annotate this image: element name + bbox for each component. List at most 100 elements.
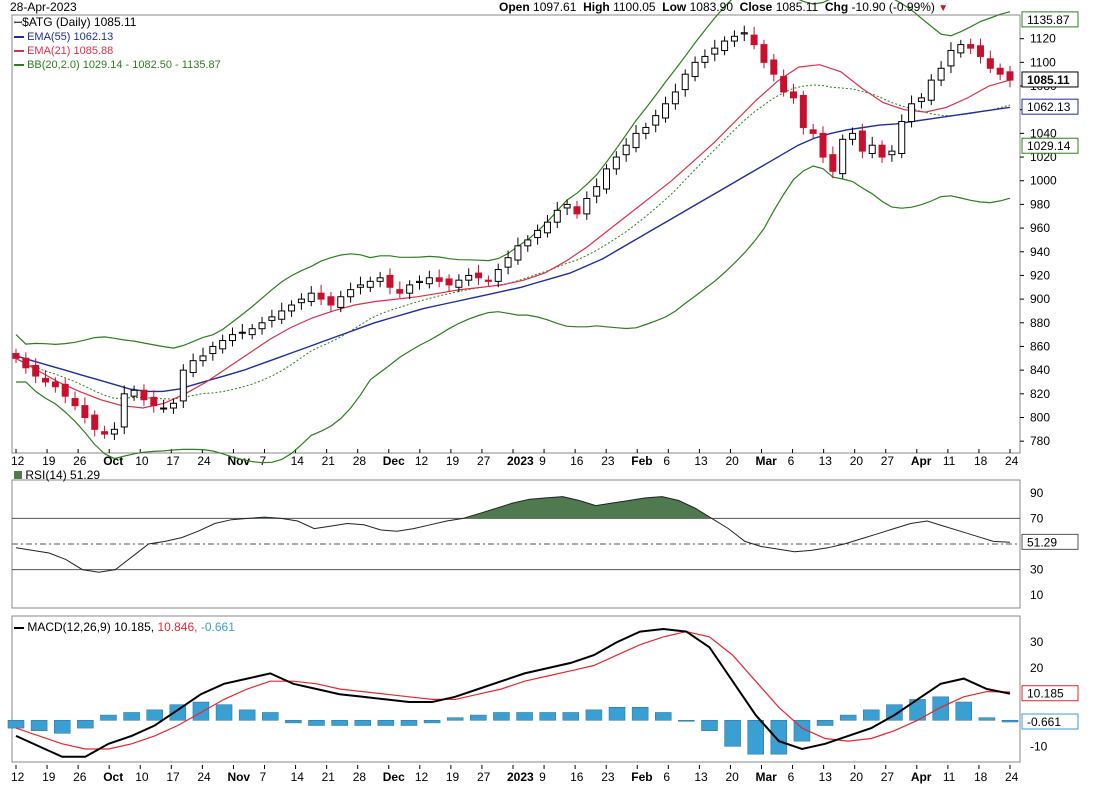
candle-body: [150, 396, 158, 407]
price-tick-label: 820: [1030, 387, 1050, 401]
low-label: Low: [662, 0, 687, 14]
price-x-label: 12: [415, 454, 429, 468]
price-x-label: 13: [819, 454, 833, 468]
price-x-label: 7: [260, 454, 267, 468]
macd-hist-bar: [285, 720, 302, 724]
candle-body: [130, 389, 138, 397]
candle-body: [583, 197, 591, 215]
macd-hist-bar: [978, 717, 996, 721]
candle-body: [258, 322, 266, 330]
candle-body: [789, 91, 797, 99]
close-price-tag: 1085.11: [1027, 73, 1070, 87]
rsi-tick-label: 90: [1030, 486, 1044, 500]
candle-body: [957, 44, 965, 54]
candle-body: [366, 280, 374, 288]
bb-lower-tag-box: [1021, 137, 1079, 154]
candle-body: [219, 340, 227, 350]
candle-body: [32, 364, 40, 377]
ohlc-readout: Open 1097.61 High 1100.05 Low 1083.90 Cl…: [499, 0, 948, 14]
candle-body: [593, 186, 601, 197]
price-tick-label: 880: [1030, 316, 1050, 330]
legend-macd: MACD(12,26,9) 10.185, 10.846, -0.661: [14, 620, 235, 634]
price-x-label: 21: [322, 454, 336, 468]
price-x-label: Dec: [383, 454, 405, 468]
candle-body: [140, 389, 148, 401]
price-x-label: Feb: [631, 454, 652, 468]
candle-body: [681, 73, 689, 91]
legend-bb: BB(20,2.0) 1029.14 - 1082.50 - 1135.87: [14, 59, 221, 71]
price-x-label: 17: [166, 454, 180, 468]
candle-body: [652, 115, 660, 126]
close-value: 1085.11: [775, 0, 819, 14]
candle-body: [780, 76, 788, 93]
macd-hist-bar: [53, 720, 71, 734]
candle-body: [632, 132, 640, 149]
macd-hist-bar: [192, 701, 210, 721]
candle-body: [839, 138, 847, 175]
candle-body: [829, 154, 837, 172]
candle-body: [976, 45, 984, 57]
candle-body: [524, 239, 532, 247]
price-x-label: 26: [73, 454, 87, 468]
candle-body: [347, 289, 355, 298]
macd-signal-line: [15, 630, 1011, 750]
candle-body: [799, 94, 807, 128]
price-x-label: 20: [850, 454, 864, 468]
macd-hist-tag: -0.661: [1027, 715, 1061, 729]
candle-body: [169, 402, 177, 409]
candle-body: [120, 393, 128, 428]
close-label: Close: [739, 0, 773, 14]
macd-x-label: 19: [42, 770, 56, 784]
price-tick-label: 780: [1030, 434, 1050, 448]
candle-body: [543, 221, 551, 234]
macd-x-label: 16: [570, 770, 584, 784]
price-tick-label: 1000: [1030, 174, 1057, 188]
macd-hist-bar: [863, 709, 880, 721]
macd-x-label: 23: [601, 770, 615, 784]
macd-x-label: Nov: [227, 770, 250, 784]
price-tick-label: 980: [1030, 197, 1050, 211]
macd-hist-bar: [77, 720, 94, 729]
macd-hist-bar: [770, 720, 788, 755]
bb-lower-tag: 1029.14: [1027, 139, 1071, 153]
ema55-tag: 1062.13: [1027, 100, 1071, 114]
price-x-label: 9: [539, 454, 546, 468]
candle-body: [209, 345, 217, 355]
macd-hist-bar: [446, 717, 464, 721]
macd-hist-bar: [331, 720, 348, 726]
macd-hist-tag-box: [1021, 713, 1079, 730]
candle-body: [701, 55, 709, 63]
macd-x-label: 27: [881, 770, 895, 784]
candle-body: [101, 431, 109, 435]
high-value: 1100.05: [613, 0, 656, 14]
rsi-tick-label: 70: [1030, 511, 1044, 525]
macd-hist-bar: [631, 707, 649, 721]
price-x-label: 24: [197, 454, 211, 468]
macd-hist-bar: [100, 714, 117, 721]
price-x-label: Oct: [103, 454, 123, 468]
macd-x-label: 6: [663, 770, 670, 784]
chart-date: 28-Apr-2023: [10, 0, 77, 14]
macd-x-label: 2023: [507, 770, 534, 784]
candle-body: [740, 32, 748, 35]
candle-body: [691, 61, 699, 78]
candle-body: [612, 156, 620, 170]
symbol-title: ꟷ$ATG (Daily) 1085.11: [14, 15, 137, 29]
macd-tick-label: 20: [1030, 661, 1044, 675]
price-tick-label: 960: [1030, 221, 1050, 235]
chg-value: -10.90 (-0.99%): [851, 0, 935, 14]
candle-body: [81, 405, 89, 418]
legend-ema55: EMA(55) 1062.13: [14, 31, 113, 43]
candle-body: [317, 292, 325, 300]
price-tick-label: 800: [1030, 410, 1050, 424]
candle-body: [986, 58, 994, 69]
macd-x-label: Feb: [631, 770, 652, 784]
candle-body: [189, 360, 197, 374]
price-x-label: Apr: [911, 454, 932, 468]
high-label: High: [583, 0, 610, 14]
candle-body: [750, 34, 758, 46]
macd-x-label: Mar: [756, 770, 778, 784]
candle-body: [475, 272, 483, 279]
price-tick-label: 940: [1030, 245, 1050, 259]
price-x-label: 10: [135, 454, 149, 468]
